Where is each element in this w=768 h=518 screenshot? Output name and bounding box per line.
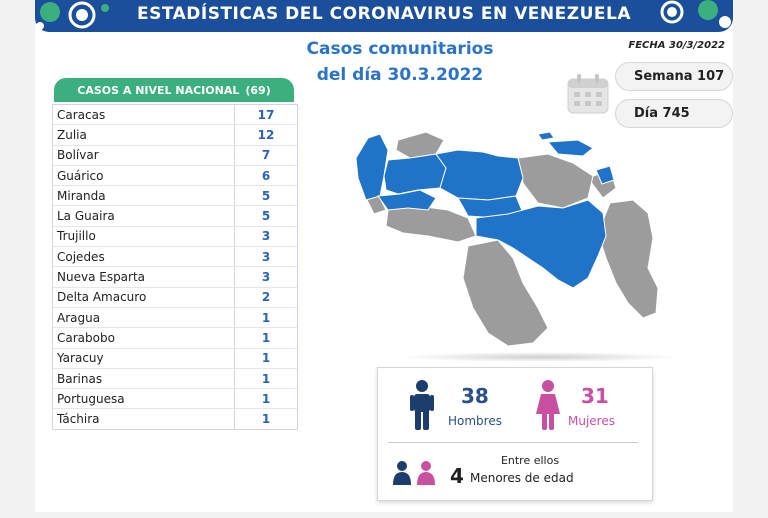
table-body: Caracas 17 Zulia 12 Bolívar 7 Guárico 6 Miranda 5… xyxy=(52,104,298,430)
subtitle: Casos comunitarios del día 30.3.2022 xyxy=(300,36,500,88)
day-badge: Día 745 xyxy=(615,99,733,128)
subtitle-line-1: Casos comunitarios xyxy=(306,39,494,59)
venezuela-map xyxy=(355,131,659,347)
entre-label: Entre ellos xyxy=(500,454,560,467)
woman-icon xyxy=(536,380,560,430)
state-cases: 1 xyxy=(234,409,297,429)
state-name: Táchira xyxy=(57,412,100,427)
calendar-icon xyxy=(567,74,609,114)
state-cases: 1 xyxy=(234,307,297,328)
gender-panel: 38 Hombres 31 Mujeres Entre ellos 4 Meno… xyxy=(377,367,653,501)
state-name: Portuguesa xyxy=(57,391,125,406)
map-region-anzoategui xyxy=(517,153,594,209)
state-name: Aragua xyxy=(57,310,101,325)
table-row: La Guaira 5 xyxy=(53,206,297,227)
state-cases: 1 xyxy=(234,328,297,348)
state-name: Cojedes xyxy=(57,249,105,264)
table-row: Bolívar 7 xyxy=(53,145,297,166)
state-name: La Guaira xyxy=(57,209,115,224)
map-region-west xyxy=(383,153,447,195)
map-region-sucre xyxy=(546,139,594,157)
minors-label: Menores de edad xyxy=(470,471,574,485)
women-label: Mujeres xyxy=(568,414,615,428)
man-icon xyxy=(410,380,434,430)
women-count: 31 xyxy=(581,384,609,408)
week-badge: Semana 107 xyxy=(615,62,733,91)
table-row: Yaracuy 1 xyxy=(53,348,297,369)
state-cases: 3 xyxy=(234,267,297,287)
state-cases: 1 xyxy=(234,368,297,389)
state-name: Zulia xyxy=(57,127,87,142)
map-region-east xyxy=(597,199,659,319)
state-name: Barinas xyxy=(57,371,103,386)
date-label: FECHA 30/3/2022 xyxy=(628,40,725,51)
state-cases: 3 xyxy=(234,226,297,247)
table-row: Zulia 12 xyxy=(53,125,297,146)
state-name: Guárico xyxy=(57,168,104,183)
state-name: Carabobo xyxy=(57,330,115,345)
state-cases: 12 xyxy=(234,125,297,145)
state-cases: 2 xyxy=(234,287,297,307)
divider xyxy=(388,442,638,443)
table-row: Caracas 17 xyxy=(53,105,297,126)
table-row: Guárico 6 xyxy=(53,165,297,187)
state-name: Bolívar xyxy=(57,148,99,163)
map-region-bolivar xyxy=(475,199,607,289)
table-header-label: CASOS A NIVEL NACIONAL xyxy=(77,83,240,97)
minors-count: 4 xyxy=(450,464,464,488)
table-row: Barinas 1 xyxy=(53,368,297,390)
state-cases: 5 xyxy=(234,186,297,206)
state-name: Yaracuy xyxy=(57,351,104,366)
map-region-center xyxy=(435,149,524,201)
state-name: Delta Amacuro xyxy=(57,290,147,305)
map-shadow xyxy=(400,352,680,362)
virus-icon xyxy=(36,1,109,30)
map-region-amazonas xyxy=(462,239,549,347)
state-name: Caracas xyxy=(57,107,106,122)
state-cases: 1 xyxy=(234,348,297,368)
table-row: Trujillo 3 xyxy=(53,226,297,248)
table-row: Cojedes 3 xyxy=(53,247,297,268)
state-name: Trujillo xyxy=(57,229,96,244)
table-header: CASOS A NIVEL NACIONAL (69) xyxy=(54,78,294,102)
map-region-nueva-esparta xyxy=(537,131,555,141)
men-label: Hombres xyxy=(448,414,502,428)
table-row: Aragua 1 xyxy=(53,307,297,329)
state-cases: 7 xyxy=(234,145,297,165)
table-header-total: (69) xyxy=(245,83,271,97)
map-region-barinas xyxy=(377,189,437,211)
virus-icon xyxy=(660,0,731,28)
table-row: Delta Amacuro 2 xyxy=(53,287,297,308)
table-row: Nueva Esparta 3 xyxy=(53,267,297,288)
map-region-apure xyxy=(385,205,477,243)
state-name: Miranda xyxy=(57,188,106,203)
map-region-zulia xyxy=(355,133,389,201)
state-cases: 1 xyxy=(234,389,297,409)
state-cases: 17 xyxy=(234,105,297,125)
map-region-monagas xyxy=(595,165,615,185)
state-cases: 6 xyxy=(234,165,297,186)
state-cases: 5 xyxy=(234,206,297,226)
table-row: Miranda 5 xyxy=(53,186,297,207)
national-cases-table: CASOS A NIVEL NACIONAL (69) Caracas 17 Zul… xyxy=(52,78,298,430)
subtitle-line-2: del día 30.3.2022 xyxy=(316,65,484,85)
table-row: Táchira 1 xyxy=(53,409,297,429)
page-title: ESTADÍSTICAS DEL CORONAVIRUS EN VENEZUEL… xyxy=(136,4,631,24)
minors-icon xyxy=(393,461,435,485)
state-cases: 3 xyxy=(234,247,297,267)
men-count: 38 xyxy=(461,384,489,408)
table-row: Portuguesa 1 xyxy=(53,389,297,410)
table-row: Carabobo 1 xyxy=(53,328,297,349)
state-name: Nueva Esparta xyxy=(57,270,146,285)
title-banner: ESTADÍSTICAS DEL CORONAVIRUS EN VENEZUEL… xyxy=(35,0,733,32)
